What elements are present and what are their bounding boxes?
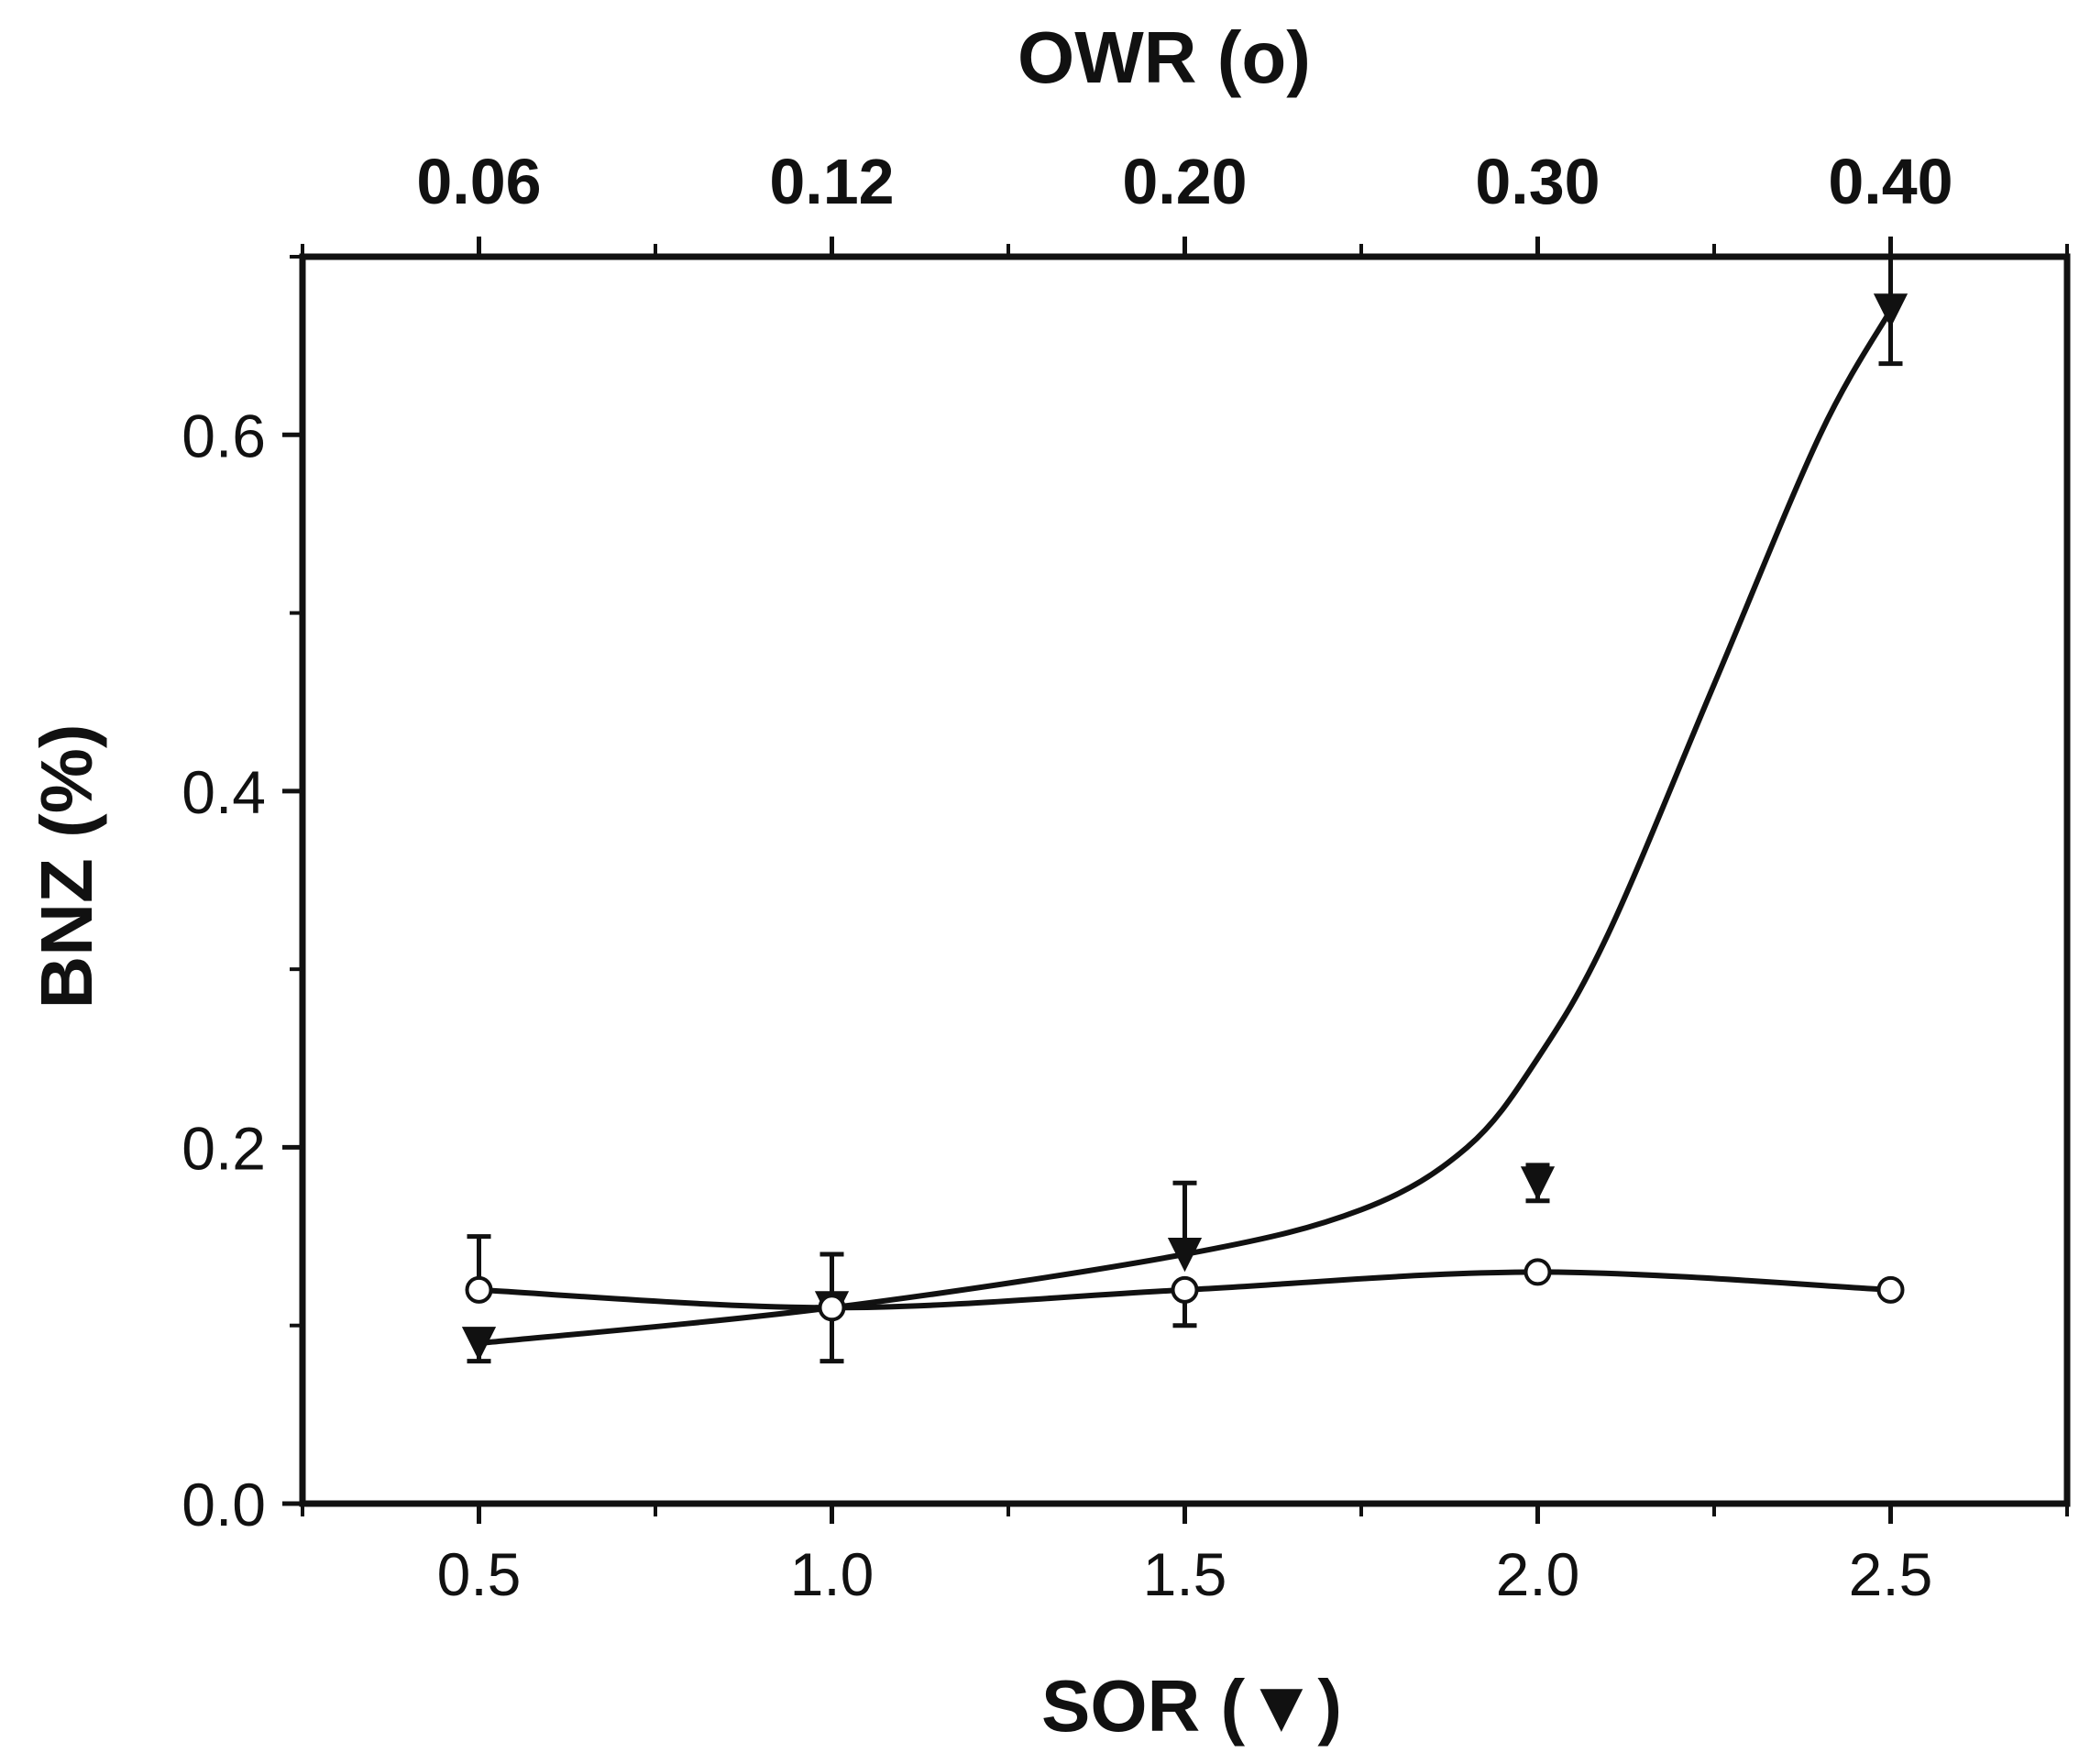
owr-marker: [465, 1275, 493, 1304]
x-tick-label: 2.5: [1849, 1540, 1933, 1608]
sor-marker: [461, 1327, 497, 1362]
top-axis-title: OWR (o): [1018, 17, 1311, 98]
y-axis-title: BNZ (%): [26, 723, 107, 1009]
plot-layer: 0.5 1.0 1.5 2.0 2.5 0.06 0.12 0.20 0.30 0.40 0.0 0.…: [182, 146, 2071, 1608]
x2-tick-label: 0.30: [1475, 146, 1600, 217]
sor-marker: [1520, 1166, 1556, 1201]
sor-series-line: [478, 308, 1894, 1347]
sor-marker: [1873, 293, 1908, 328]
owr-marker: [1876, 1275, 1905, 1304]
y-tick-label: 0.2: [182, 1114, 266, 1182]
owr-marker: [818, 1294, 846, 1322]
y-tick-label: 0.4: [182, 758, 266, 826]
x-tick-label: 1.0: [790, 1540, 874, 1608]
y-tick-label: 0.0: [182, 1471, 266, 1538]
x-tick-label: 1.5: [1143, 1540, 1227, 1608]
owr-marker: [1171, 1275, 1199, 1304]
y-tick-label: 0.6: [182, 402, 266, 469]
x-axis-title: SOR (▼): [1041, 1665, 1342, 1747]
x2-tick-label: 0.40: [1828, 146, 1952, 217]
x-tick-label: 0.5: [437, 1540, 522, 1608]
x2-tick-label: 0.20: [1122, 146, 1247, 217]
sor-marker: [1167, 1238, 1203, 1273]
owr-marker: [1524, 1258, 1552, 1286]
x2-tick-label: 0.12: [769, 146, 894, 217]
x-tick-label: 2.0: [1496, 1540, 1580, 1608]
x2-tick-label: 0.06: [416, 146, 541, 217]
